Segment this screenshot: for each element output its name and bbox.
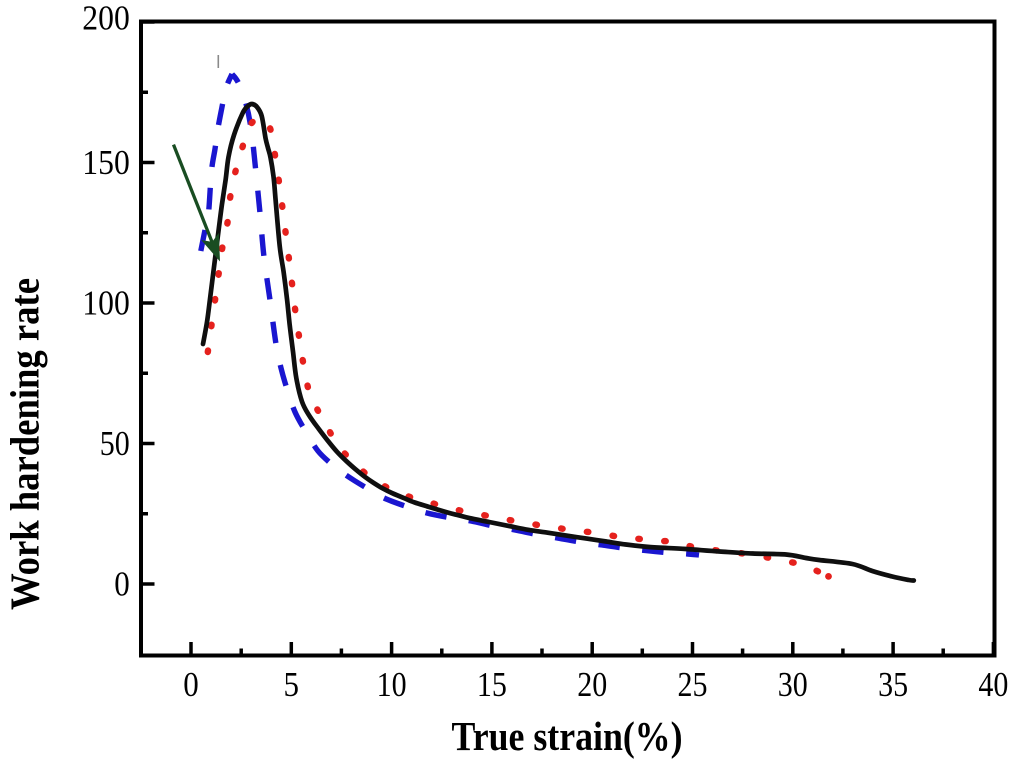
svg-text:20: 20 bbox=[577, 665, 607, 704]
svg-text:15: 15 bbox=[477, 665, 507, 704]
svg-text:0: 0 bbox=[183, 665, 199, 704]
svg-text:35: 35 bbox=[878, 665, 908, 704]
svg-text:150: 150 bbox=[82, 143, 130, 182]
svg-text:40: 40 bbox=[978, 665, 1008, 704]
svg-text:Work hardening rate: Work hardening rate bbox=[2, 278, 48, 610]
svg-text:25: 25 bbox=[678, 665, 708, 704]
svg-text:10: 10 bbox=[377, 665, 407, 704]
svg-text:True strain(%): True strain(%) bbox=[452, 713, 683, 759]
svg-text:0: 0 bbox=[114, 565, 130, 604]
svg-text:50: 50 bbox=[100, 424, 130, 463]
svg-text:5: 5 bbox=[284, 665, 300, 704]
svg-text:200: 200 bbox=[82, 0, 130, 38]
svg-text:30: 30 bbox=[778, 665, 808, 704]
svg-text:100: 100 bbox=[82, 284, 130, 323]
